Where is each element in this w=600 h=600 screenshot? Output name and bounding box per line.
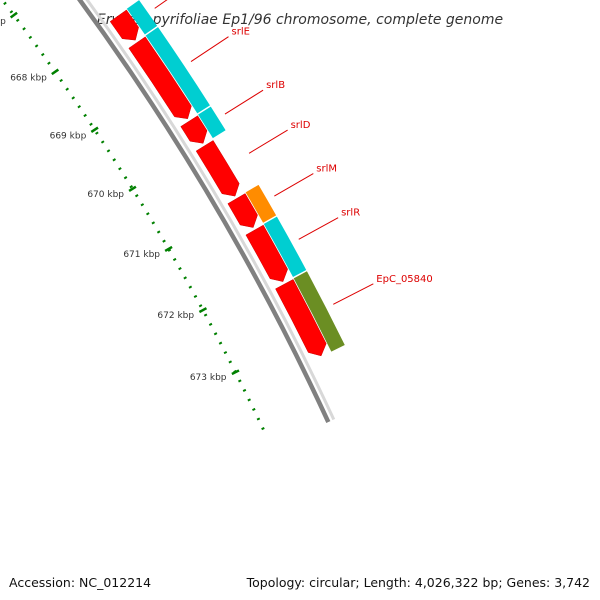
- ruler-tick: [128, 185, 137, 192]
- accession-text: Accession: NC_012214: [9, 575, 152, 590]
- ruler-tick-label: 670 kbp: [87, 190, 124, 200]
- ruler-tick-label: 667 kbp: [0, 17, 6, 27]
- cds-arrow: [128, 36, 192, 119]
- gene-feature-band: [263, 216, 307, 278]
- ruler-tick-label: 672 kbp: [157, 311, 194, 321]
- cds-arrow: [227, 193, 258, 228]
- gene-label-srld: srlD: [291, 120, 311, 131]
- ruler-tick-label: 671 kbp: [123, 250, 160, 260]
- label-leader-line: [224, 89, 264, 115]
- gene-label-srle: srlE: [232, 27, 250, 38]
- ruler-tick-label: 673 kbp: [190, 373, 227, 383]
- genome-summary-text: Topology: circular; Length: 4,026,322 bp…: [246, 575, 590, 590]
- label-leader-line: [298, 217, 339, 240]
- ruler-tick: [198, 307, 208, 314]
- gene-feature-band: [198, 106, 226, 139]
- gene-label-srlm: srlM: [316, 164, 337, 175]
- label-leader-line: [154, 0, 168, 9]
- ruler-tick-label: 668 kbp: [10, 74, 47, 84]
- backbone: [76, 0, 336, 424]
- gene-feature-band: [126, 0, 158, 35]
- gene-label-srlb: srlB: [266, 80, 285, 91]
- ruler-tick: [90, 126, 99, 134]
- cds-arrow: [180, 115, 208, 144]
- ruler-tick: [51, 68, 60, 76]
- map-title: Erwinia pyrifoliae Ep1/96 chromosome, co…: [97, 12, 503, 28]
- ruler-tick: [164, 245, 173, 253]
- gene-feature-band: [293, 271, 345, 352]
- label-leader-line: [190, 36, 229, 62]
- gene-label-srlr: srlR: [341, 208, 360, 219]
- label-leader-line: [248, 129, 288, 154]
- cds-arrow: [275, 279, 327, 357]
- gene-track: [109, 0, 345, 357]
- gene-labels: pqqFEpC_05770srlAsrlEsrlBsrlDsrlMsrlREpC…: [154, 0, 433, 305]
- label-leader-line: [274, 173, 314, 197]
- ruler-tick: [9, 11, 18, 19]
- backbone-inner-ring: [76, 0, 331, 424]
- gene-feature-band: [245, 184, 277, 223]
- gene-feature-band: [145, 27, 210, 114]
- label-leader-line: [333, 283, 374, 305]
- cds-arrow: [109, 9, 139, 41]
- ruler-tick-label: 669 kbp: [50, 131, 87, 141]
- cds-arrow: [245, 224, 288, 282]
- gene-label-epc-05840: EpC_05840: [376, 274, 432, 285]
- ruler-tick: [231, 369, 240, 376]
- backbone-outer-ring: [85, 0, 336, 421]
- cds-arrow: [195, 140, 240, 197]
